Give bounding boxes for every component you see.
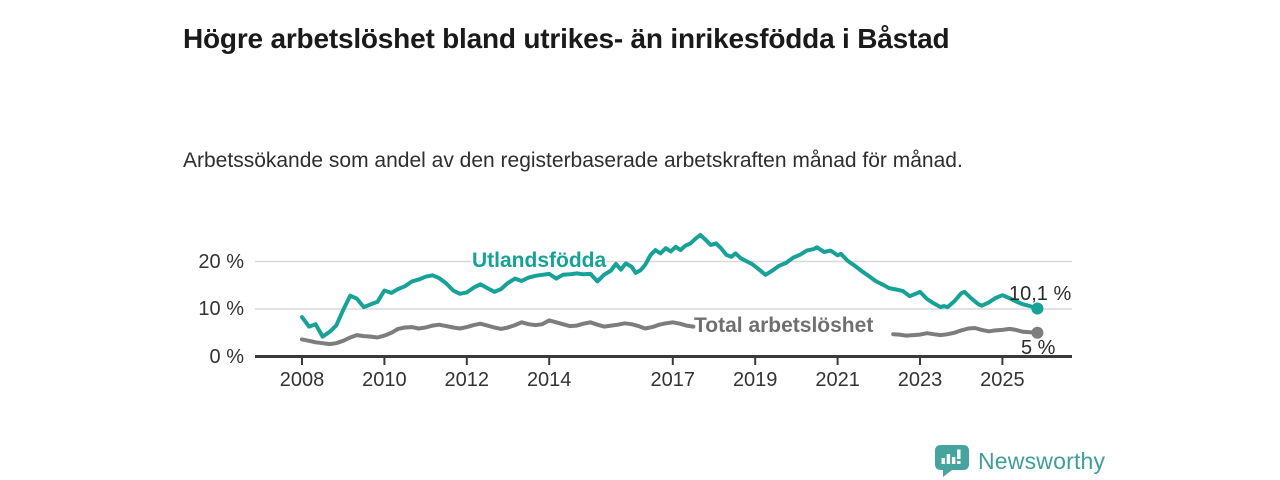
page-title: Högre arbetslöshet bland utrikes- än inr…: [183, 22, 950, 54]
end-value-label-total: 5 %: [1021, 337, 1056, 359]
newsworthy-wordmark: Newsworthy: [978, 447, 1106, 474]
x-tick-label: 2012: [444, 369, 490, 391]
x-tick-label: 2025: [980, 369, 1025, 391]
end-value-label-utlandsfodda: 10,1 %: [1009, 283, 1072, 305]
x-tick-label: 2019: [732, 369, 778, 391]
y-tick-label: 0 %: [209, 345, 244, 368]
x-tick-label: 2008: [279, 369, 325, 391]
y-tick-label: 10 %: [198, 298, 244, 320]
x-tick-label: 2010: [362, 369, 407, 391]
y-tick-label: 20 %: [198, 250, 244, 273]
x-tick-label: 2014: [526, 369, 572, 391]
x-tick-label: 2023: [897, 369, 943, 391]
newsworthy-logo[interactable]: Newsworthy: [935, 445, 1105, 477]
series-label-total-arbetsloshet: Total arbetslöshet: [694, 314, 874, 337]
newsworthy-logo-icon: [935, 445, 969, 477]
x-tick-label: 2021: [815, 369, 860, 391]
chart-subtitle: Arbetssökande som andel av den registerb…: [183, 149, 963, 172]
x-tick-label: 2017: [650, 369, 696, 391]
series-label-utlandsfodda: Utlandsfödda: [472, 249, 607, 272]
